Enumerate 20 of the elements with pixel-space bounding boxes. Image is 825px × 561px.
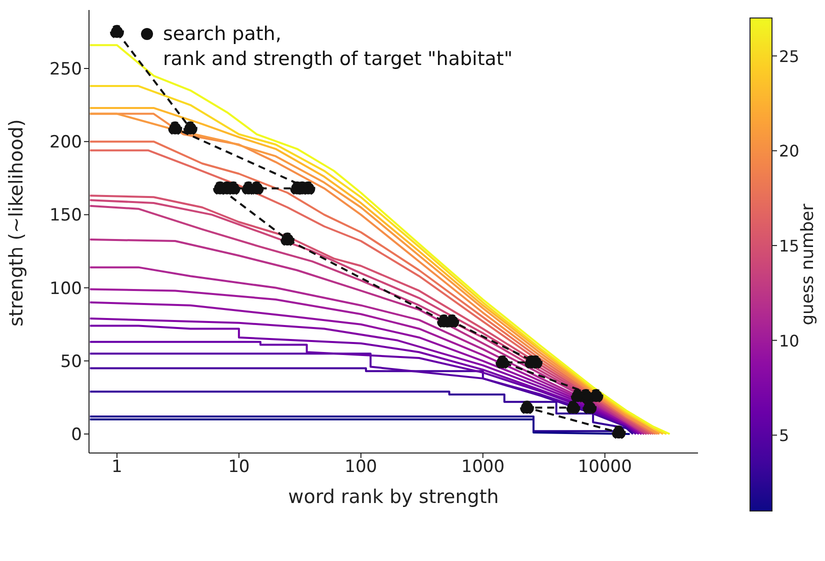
- x-tick-label: 1000: [461, 457, 505, 478]
- color-bar-label: 15: [779, 236, 800, 256]
- y-tick-label: 100: [50, 278, 82, 299]
- color-bar-title: guess number: [798, 204, 818, 326]
- y-tick-label: 250: [50, 60, 82, 80]
- color-bar-label: 10: [779, 331, 800, 350]
- x-tick-label: 10000: [578, 457, 632, 478]
- x-tick-label: 1: [112, 457, 122, 478]
- y-tick-label: 0: [71, 425, 82, 446]
- y-axis-title: strength (~likelihood): [6, 119, 28, 326]
- color-bar-label: 20: [779, 142, 800, 161]
- x-tick-label: 100: [344, 457, 378, 478]
- color-bar-label: 5: [779, 426, 790, 446]
- color-bar-label: 25: [779, 46, 800, 66]
- legend-label: search path, rank and strength of target "habitat": [163, 22, 513, 72]
- y-tick-label: 150: [50, 206, 82, 226]
- y-tick-label: 50: [60, 352, 82, 372]
- y-tick-label: 200: [50, 132, 82, 153]
- x-axis-title: word rank by strength: [288, 486, 499, 508]
- x-tick-label: 10: [228, 457, 250, 478]
